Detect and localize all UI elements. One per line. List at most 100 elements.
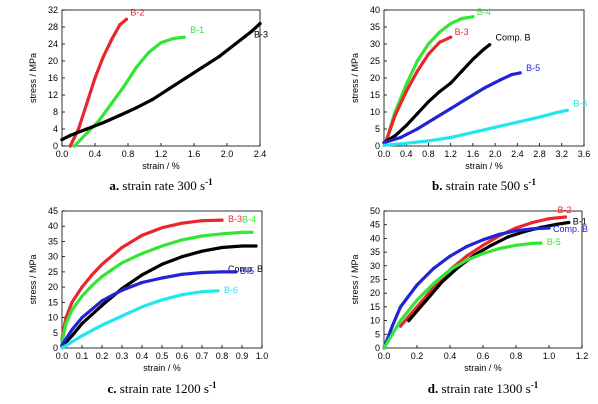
- data-point: [393, 113, 397, 117]
- data-point: [118, 23, 122, 27]
- series-label: B-3: [455, 27, 469, 37]
- data-point: [120, 314, 124, 318]
- y-axis-label: stress / MPa: [350, 254, 360, 304]
- data-point: [240, 230, 244, 234]
- data-point: [258, 22, 262, 26]
- data-point: [404, 90, 408, 94]
- series-label: Comp. B: [553, 224, 588, 234]
- series-line-b-3: [60, 218, 224, 341]
- y-tick-label: 20: [48, 282, 58, 292]
- y-tick-label: 50: [370, 206, 380, 216]
- data-point: [200, 270, 204, 275]
- data-point: [200, 249, 204, 253]
- x-tick-label: 0.4: [400, 149, 413, 159]
- caption-text: strain rate 1200 s: [120, 381, 209, 396]
- y-tick-label: 4: [53, 124, 58, 134]
- data-point: [140, 280, 144, 285]
- data-point: [85, 131, 89, 135]
- x-tick-label: 0.1: [76, 351, 89, 361]
- data-point: [497, 246, 502, 251]
- series-label: B-5: [526, 63, 540, 73]
- data-point: [140, 233, 144, 237]
- x-tick-label: 0.9: [236, 351, 249, 361]
- data-point: [390, 332, 394, 336]
- data-point: [60, 346, 64, 350]
- data-point: [449, 135, 453, 140]
- y-tick-label: 5: [53, 328, 58, 338]
- panel-letter: c.: [108, 381, 120, 396]
- series-line-b-5: [382, 71, 522, 145]
- data-point: [438, 90, 442, 94]
- data-point: [415, 69, 419, 73]
- x-tick-label: 0.6: [477, 351, 490, 361]
- series-line-b-2: [68, 17, 129, 148]
- data-point: [100, 299, 104, 303]
- data-point: [415, 127, 419, 131]
- data-point: [180, 255, 184, 259]
- series-label: B-2: [130, 7, 144, 17]
- x-tick-label: 0.2: [411, 351, 424, 361]
- data-point: [159, 41, 163, 45]
- y-tick-label: 10: [48, 313, 58, 323]
- data-point: [220, 232, 224, 236]
- data-point: [499, 78, 503, 82]
- panel-letter: a.: [109, 178, 122, 193]
- x-tick-label: 0.6: [176, 351, 189, 361]
- series-label: B-3: [254, 30, 268, 40]
- data-point: [423, 299, 427, 303]
- series-label: B-2: [558, 205, 572, 215]
- data-point: [80, 285, 84, 289]
- data-point: [539, 241, 543, 245]
- data-point: [471, 57, 475, 61]
- data-point: [120, 288, 124, 292]
- data-point: [101, 55, 105, 59]
- data-point: [220, 270, 224, 274]
- series-label: Comp. B: [496, 33, 531, 43]
- data-point: [182, 35, 186, 39]
- data-point: [493, 125, 497, 129]
- data-point: [97, 118, 101, 123]
- data-point: [80, 316, 84, 320]
- data-point: [464, 254, 469, 258]
- data-point: [90, 273, 94, 277]
- y-tick-label: 8: [53, 107, 58, 117]
- y-tick-label: 5: [375, 124, 380, 134]
- data-point: [160, 276, 164, 280]
- data-point: [415, 283, 419, 287]
- data-point: [233, 42, 237, 46]
- data-point: [216, 289, 220, 293]
- y-tick-label: 20: [370, 73, 380, 83]
- data-point: [160, 244, 164, 248]
- data-point: [240, 244, 244, 248]
- data-point: [415, 112, 419, 116]
- x-tick-label: 1.2: [444, 149, 457, 159]
- data-point: [565, 108, 569, 112]
- data-point: [399, 135, 403, 140]
- panel-letter: b.: [432, 178, 446, 193]
- data-point: [530, 220, 535, 225]
- y-tick-label: 15: [370, 90, 380, 100]
- data-point: [515, 120, 519, 124]
- data-point: [482, 86, 486, 90]
- data-point: [426, 42, 430, 46]
- y-tick-label: 32: [48, 5, 58, 15]
- series-line-b-6: [382, 108, 569, 147]
- data-point: [481, 251, 485, 256]
- x-tick-label: 0.8: [422, 149, 435, 159]
- y-tick-label: 0: [53, 141, 58, 151]
- data-point: [398, 305, 403, 309]
- series-line-b-2: [398, 215, 568, 328]
- data-point: [180, 238, 184, 242]
- series-label: B-4: [242, 214, 256, 224]
- data-point: [481, 243, 485, 247]
- data-point: [80, 334, 84, 338]
- data-point: [514, 243, 518, 247]
- data-point: [497, 232, 502, 236]
- data-point: [140, 305, 144, 309]
- data-point: [449, 107, 453, 111]
- series-label: B-4: [477, 7, 491, 17]
- data-point: [448, 268, 452, 272]
- series-line-b-3: [385, 35, 453, 141]
- series-label: B-1: [190, 25, 204, 35]
- data-point: [482, 47, 486, 51]
